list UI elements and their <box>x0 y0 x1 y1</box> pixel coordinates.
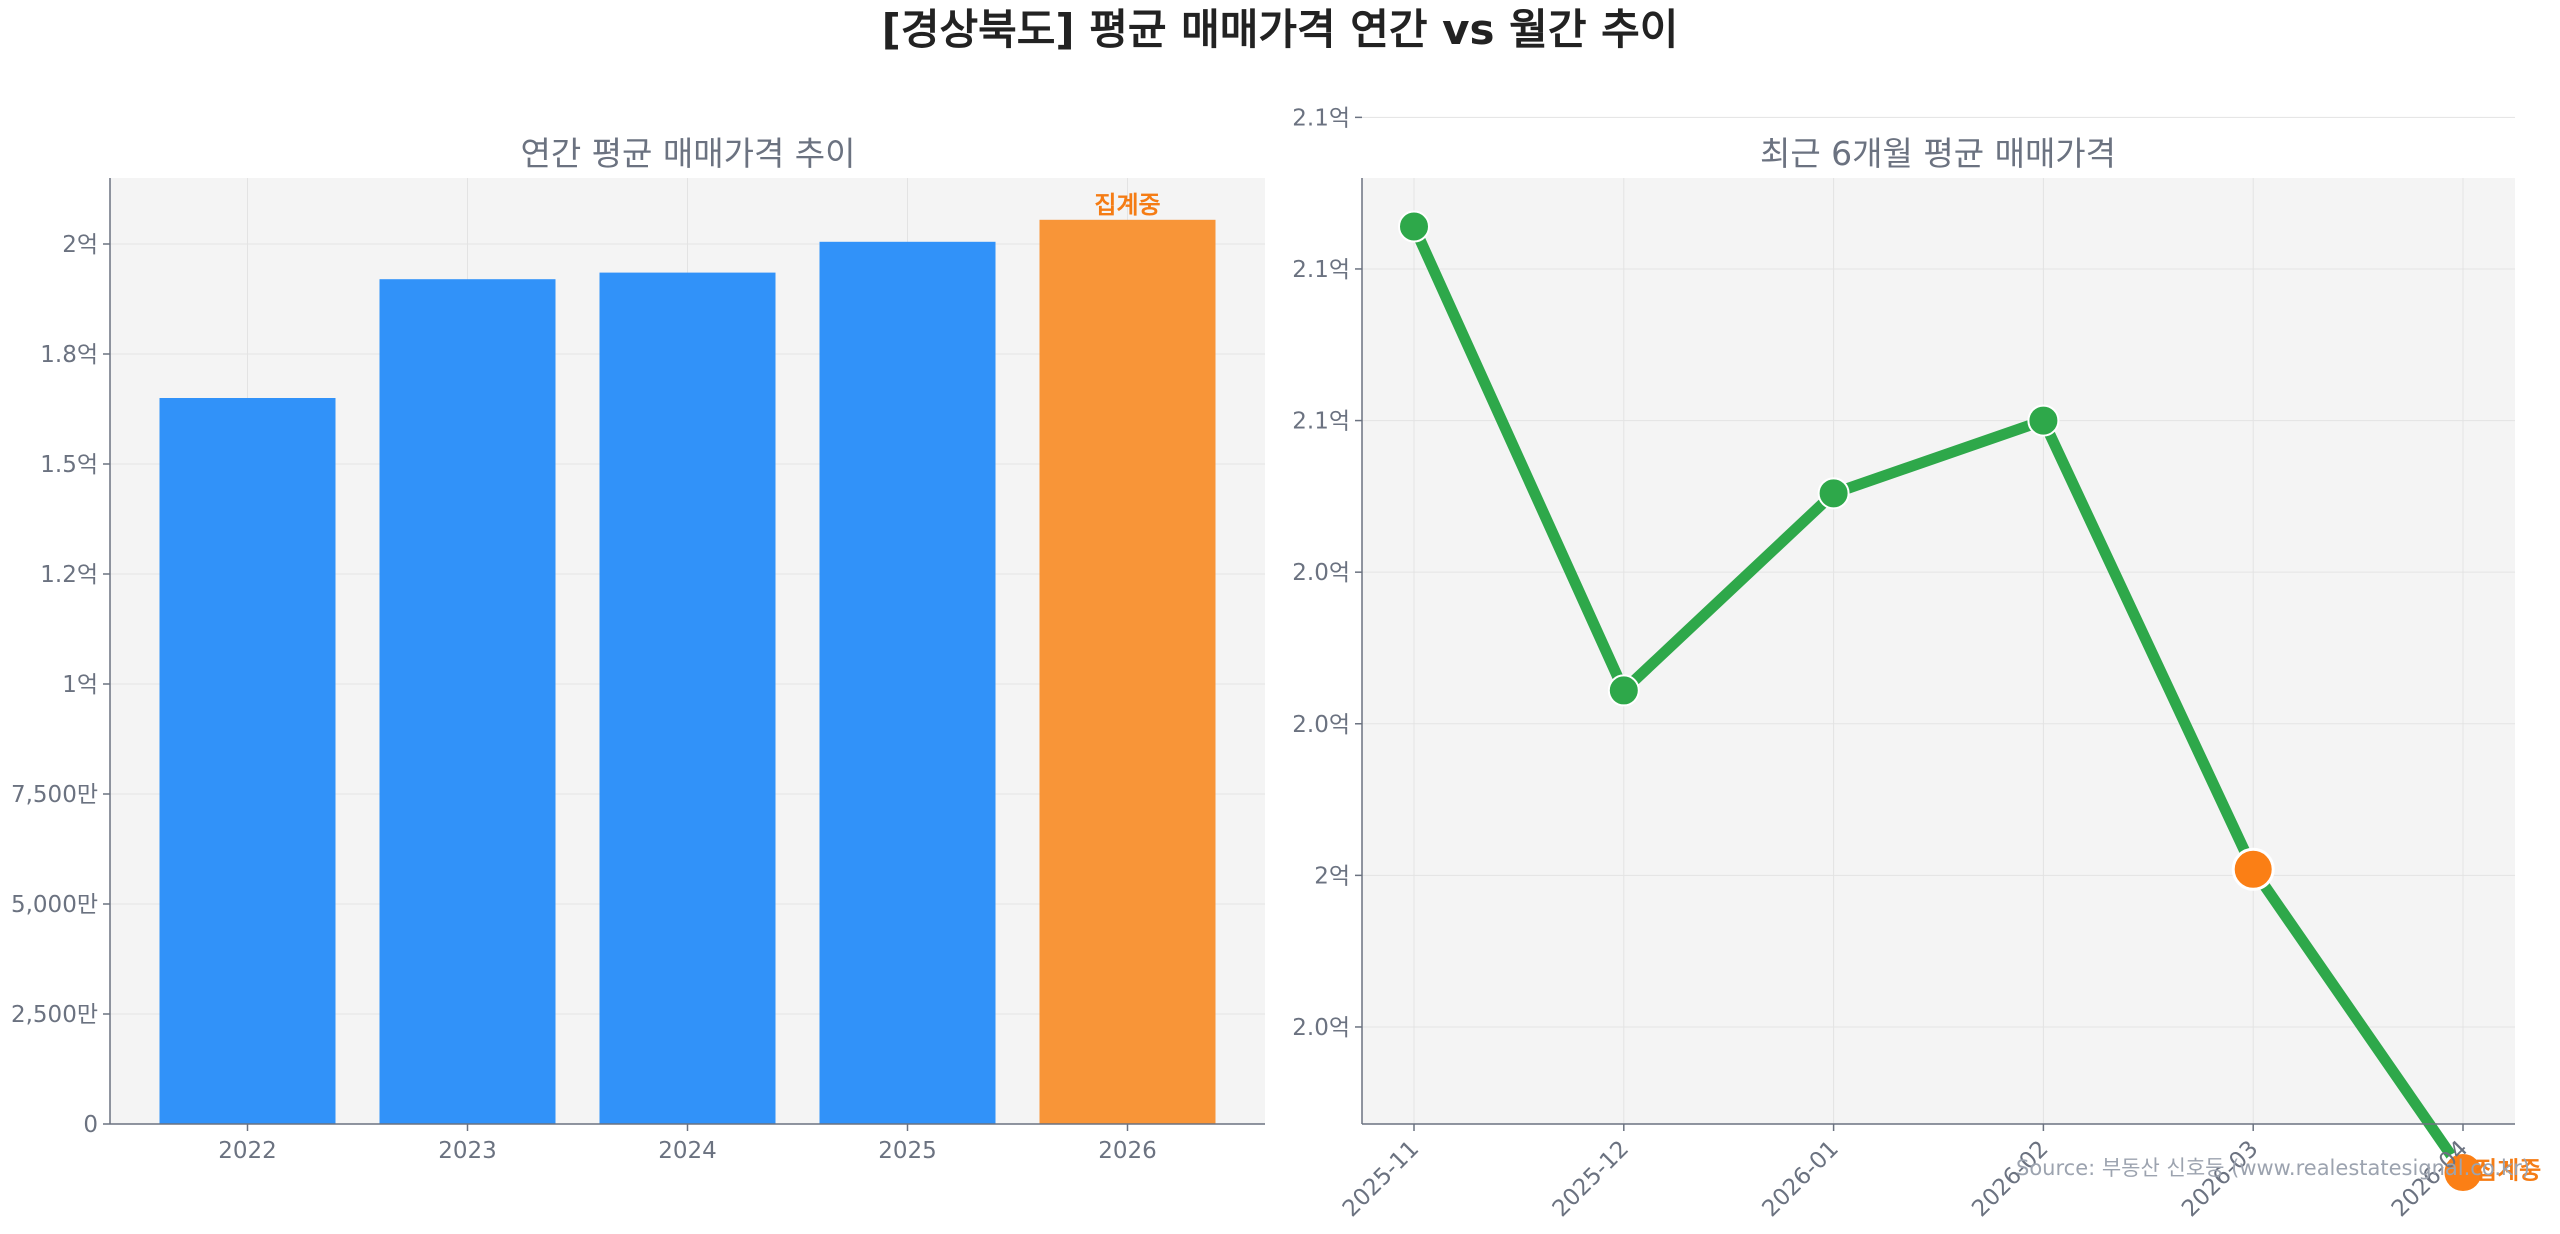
annual-bar-2023 <box>379 279 556 1124</box>
annual-x-tick-label: 2026 <box>1098 1138 1157 1164</box>
monthly-x-tick-label: 2026-01 <box>1757 1136 1843 1222</box>
annual-y-tick-label: 1억 <box>62 672 98 698</box>
annual-y-tick-label: 5,000만 <box>11 892 98 918</box>
source-note: Source: 부동산 신호등 (www.realestatesignal.co… <box>2016 1156 2530 1180</box>
annual-bar-2022 <box>159 398 336 1124</box>
monthly-point-2025-12 <box>1607 674 1640 707</box>
annual-bar-2024 <box>599 272 776 1125</box>
monthly-point-2026-04 <box>2441 1151 2485 1195</box>
figure-title: [경상북도] 평균 매매가격 연간 vs 월간 추이 <box>882 5 1679 54</box>
monthly-y-tick-label: 2.1억 <box>1292 257 1350 283</box>
monthly-partial-badge: 집계중 <box>2475 1157 2541 1185</box>
annual-chart-title: 연간 평균 매매가격 추이 <box>520 134 855 173</box>
annual-bar-2025 <box>819 241 996 1125</box>
monthly-plot-area <box>1362 178 2515 1124</box>
annual-x-tick-label: 2023 <box>438 1138 497 1164</box>
annual-x-tick-label: 2025 <box>878 1138 937 1164</box>
annual-y-tick-label: 1.5억 <box>40 452 98 478</box>
monthly-y-tick-label: 2억 <box>1314 863 1350 889</box>
monthly-x-tick-label: 2025-11 <box>1338 1136 1424 1222</box>
monthly-point-2026-01 <box>1817 477 1850 510</box>
annual-partial-badge: 집계중 <box>1094 191 1160 219</box>
monthly-line-chart: 집계중 2.0억 2억 2.0억 2.0억 2.1억 2.1억 2.1억 2025-11 202… <box>1292 105 2541 1222</box>
monthly-y-tick-label: 2.0억 <box>1292 1015 1350 1041</box>
annual-y-tick-label: 2억 <box>62 232 98 258</box>
monthly-point-2025-11 <box>1398 210 1430 243</box>
monthly-y-tick-label: 2.1억 <box>1292 409 1350 435</box>
annual-bar-chart: 집계중 0 2,500만 5,000만 7,500만 1억 1.2억 1.5억 1.8억 2억 2… <box>11 134 1265 1164</box>
annual-y-tick-label: 1.2억 <box>40 562 98 588</box>
annual-y-tick-label: 0 <box>83 1112 98 1138</box>
annual-y-tick-label: 2,500만 <box>11 1002 98 1028</box>
monthly-point-2026-03 <box>2231 847 2275 891</box>
annual-y-tick-label: 1.8억 <box>40 342 98 368</box>
annual-x-tick-label: 2022 <box>218 1138 277 1164</box>
monthly-y-tick-label: 2.1억 <box>1292 105 1350 131</box>
monthly-point-2026-02 <box>2027 404 2060 437</box>
monthly-x-tick-label: 2025-12 <box>1548 1136 1634 1222</box>
annual-x-tick-label: 2024 <box>658 1138 717 1164</box>
annual-bar-2026 <box>1039 219 1216 1125</box>
monthly-chart-title: 최근 6개월 평균 매매가격 <box>1760 134 2116 173</box>
monthly-y-tick-label: 2.0억 <box>1292 712 1350 738</box>
annual-y-tick-label: 7,500만 <box>11 782 98 808</box>
monthly-series-line <box>1408 221 2469 1179</box>
monthly-y-tick-label: 2.0억 <box>1292 560 1350 586</box>
